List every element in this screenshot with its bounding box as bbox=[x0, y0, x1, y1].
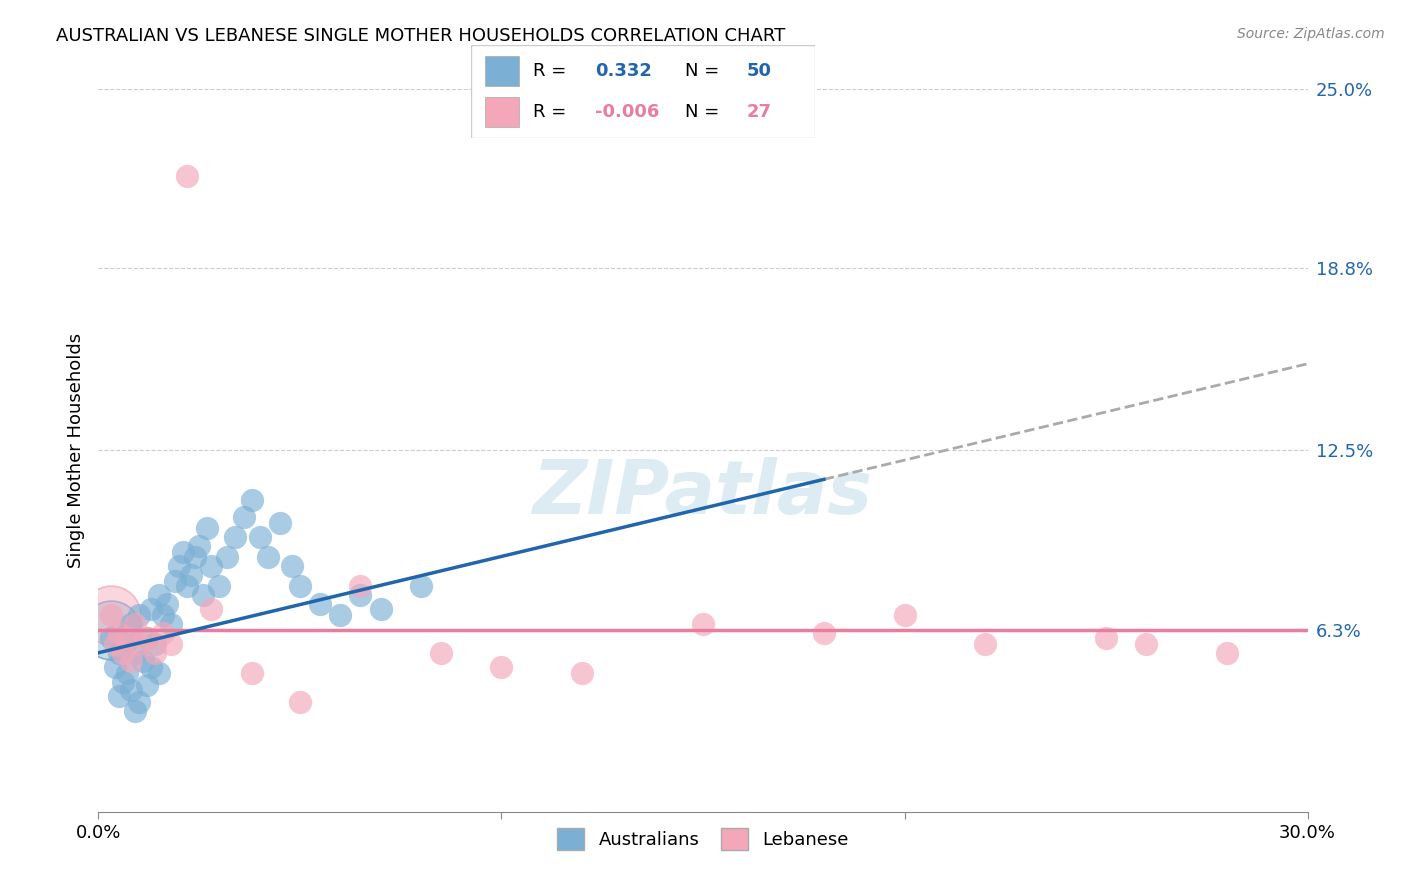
Point bbox=[1216, 646, 1239, 660]
Point bbox=[100, 608, 122, 623]
Point bbox=[128, 695, 150, 709]
Point bbox=[148, 588, 170, 602]
Point bbox=[143, 637, 166, 651]
Point bbox=[195, 521, 218, 535]
Text: 0.332: 0.332 bbox=[595, 62, 652, 79]
Point bbox=[571, 665, 593, 680]
Point bbox=[128, 608, 150, 623]
Point bbox=[224, 530, 246, 544]
Y-axis label: Single Mother Households: Single Mother Households bbox=[66, 333, 84, 568]
Point bbox=[269, 516, 291, 530]
Legend: Australians, Lebanese: Australians, Lebanese bbox=[550, 821, 856, 857]
Point bbox=[491, 660, 513, 674]
Point bbox=[1135, 637, 1157, 651]
Point bbox=[128, 637, 150, 651]
Text: N =: N = bbox=[685, 62, 724, 79]
Text: ZIPatlas: ZIPatlas bbox=[533, 458, 873, 531]
FancyBboxPatch shape bbox=[485, 56, 519, 86]
Text: -0.006: -0.006 bbox=[595, 103, 659, 121]
Text: AUSTRALIAN VS LEBANESE SINGLE MOTHER HOUSEHOLDS CORRELATION CHART: AUSTRALIAN VS LEBANESE SINGLE MOTHER HOU… bbox=[56, 27, 786, 45]
Point bbox=[100, 632, 122, 646]
Point bbox=[193, 588, 215, 602]
Point bbox=[240, 665, 263, 680]
Point bbox=[430, 646, 453, 660]
Point bbox=[176, 169, 198, 183]
Point bbox=[349, 588, 371, 602]
Point bbox=[167, 559, 190, 574]
Point bbox=[217, 550, 239, 565]
Point bbox=[176, 579, 198, 593]
Point bbox=[115, 665, 138, 680]
Point bbox=[370, 602, 392, 616]
Point bbox=[160, 616, 183, 631]
Point bbox=[103, 660, 125, 674]
Point bbox=[107, 689, 129, 703]
Point bbox=[188, 539, 211, 553]
Point bbox=[813, 625, 835, 640]
Point bbox=[288, 695, 311, 709]
Point bbox=[184, 550, 207, 565]
Point bbox=[200, 559, 222, 574]
Point bbox=[329, 608, 352, 623]
Point bbox=[240, 492, 263, 507]
Point bbox=[124, 646, 146, 660]
Point bbox=[120, 655, 142, 669]
Point bbox=[893, 608, 915, 623]
Point bbox=[152, 608, 174, 623]
Point bbox=[163, 574, 186, 588]
FancyBboxPatch shape bbox=[485, 97, 519, 127]
Point bbox=[111, 674, 134, 689]
Point bbox=[249, 530, 271, 544]
Text: N =: N = bbox=[685, 103, 724, 121]
Point bbox=[288, 579, 311, 593]
Point bbox=[111, 646, 134, 660]
Point bbox=[974, 637, 997, 651]
Text: R =: R = bbox=[533, 103, 572, 121]
Point bbox=[120, 616, 142, 631]
Point bbox=[160, 637, 183, 651]
Point bbox=[281, 559, 304, 574]
Point bbox=[124, 616, 146, 631]
Point bbox=[409, 579, 432, 593]
Point bbox=[124, 704, 146, 718]
Point bbox=[156, 597, 179, 611]
Point bbox=[115, 625, 138, 640]
Point bbox=[349, 579, 371, 593]
Text: Source: ZipAtlas.com: Source: ZipAtlas.com bbox=[1237, 27, 1385, 41]
Point bbox=[148, 665, 170, 680]
Point bbox=[115, 632, 138, 646]
Point bbox=[200, 602, 222, 616]
Point bbox=[1095, 632, 1118, 646]
Point bbox=[139, 602, 162, 616]
Point bbox=[256, 550, 278, 565]
Point bbox=[100, 623, 122, 637]
Point bbox=[120, 683, 142, 698]
Point bbox=[100, 608, 122, 623]
Point bbox=[152, 625, 174, 640]
Point bbox=[103, 637, 125, 651]
Point bbox=[139, 660, 162, 674]
Point bbox=[135, 677, 157, 691]
Point bbox=[132, 655, 155, 669]
Text: 27: 27 bbox=[747, 103, 772, 121]
Text: R =: R = bbox=[533, 62, 572, 79]
Point bbox=[135, 632, 157, 646]
Point bbox=[232, 510, 254, 524]
Point bbox=[111, 637, 134, 651]
Point bbox=[180, 567, 202, 582]
Text: 50: 50 bbox=[747, 62, 772, 79]
Point bbox=[135, 632, 157, 646]
Point bbox=[172, 544, 194, 558]
Point bbox=[107, 646, 129, 660]
Point bbox=[692, 616, 714, 631]
FancyBboxPatch shape bbox=[471, 45, 815, 138]
Point bbox=[208, 579, 231, 593]
Point bbox=[107, 625, 129, 640]
Point bbox=[309, 597, 332, 611]
Point bbox=[143, 646, 166, 660]
